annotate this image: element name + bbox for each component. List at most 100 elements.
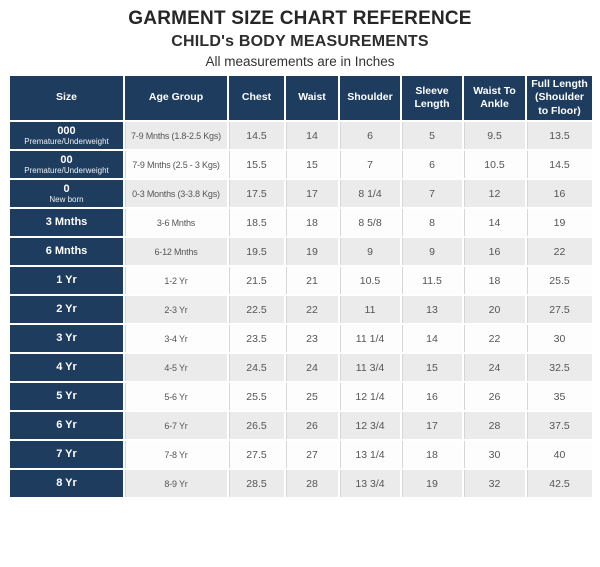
chest-cell: 19.5 — [227, 236, 286, 267]
waist-to-ankle-cell: 12 — [462, 178, 527, 209]
sleeve-length-cell: 6 — [400, 149, 464, 180]
full-length-cell: 14.5 — [525, 149, 594, 180]
age-group-cell: 4-5 Yr — [123, 352, 229, 383]
shoulder-cell: 13 1/4 — [338, 439, 402, 470]
age-group-cell: 3-4 Yr — [123, 323, 229, 354]
chest-cell: 17.5 — [227, 178, 286, 209]
column-header: Shoulder — [338, 74, 402, 122]
waist-cell: 15 — [284, 149, 340, 180]
waist-cell: 18 — [284, 207, 340, 238]
age-group-cell: 3-6 Mnths — [123, 207, 229, 238]
size-cell: 5 Yr — [8, 381, 125, 412]
sleeve-length-cell: 19 — [400, 468, 464, 499]
full-length-cell: 40 — [525, 439, 594, 470]
size-cell: 7 Yr — [8, 439, 125, 470]
full-length-cell: 25.5 — [525, 265, 594, 296]
sleeve-length-cell: 18 — [400, 439, 464, 470]
size-label: 6 Yr — [56, 419, 77, 432]
table-row: 7 Yr 7-8 Yr 27.5 27 13 1/4 18 30 40 — [8, 439, 594, 470]
full-length-cell: 22 — [525, 236, 594, 267]
column-header: Sleeve Length — [400, 74, 464, 122]
waist-cell: 14 — [284, 120, 340, 151]
waist-to-ankle-cell: 16 — [462, 236, 527, 267]
size-sublabel: New born — [49, 195, 84, 205]
chest-cell: 27.5 — [227, 439, 286, 470]
size-label: 6 Mnths — [45, 245, 88, 258]
size-cell: 3 Mnths — [8, 207, 125, 238]
waist-to-ankle-cell: 10.5 — [462, 149, 527, 180]
size-cell: 1 Yr — [8, 265, 125, 296]
column-header: Full Length (Shoulder to Floor) — [525, 74, 594, 122]
waist-to-ankle-cell: 22 — [462, 323, 527, 354]
size-cell: 0 New born — [8, 178, 125, 209]
table-row: 6 Yr 6-7 Yr 26.5 26 12 3/4 17 28 37.5 — [8, 410, 594, 441]
column-header: Chest — [227, 74, 286, 122]
age-group-cell: 7-9 Mnths (1.8-2.5 Kgs) — [123, 120, 229, 151]
shoulder-cell: 12 1/4 — [338, 381, 402, 412]
shoulder-cell: 11 1/4 — [338, 323, 402, 354]
full-length-cell: 27.5 — [525, 294, 594, 325]
page-title: GARMENT SIZE CHART REFERENCE — [128, 8, 472, 29]
full-length-cell: 13.5 — [525, 120, 594, 151]
full-length-cell: 19 — [525, 207, 594, 238]
size-cell: 2 Yr — [8, 294, 125, 325]
shoulder-cell: 12 3/4 — [338, 410, 402, 441]
size-cell: 4 Yr — [8, 352, 125, 383]
sleeve-length-cell: 8 — [400, 207, 464, 238]
table-row: 0 New born 0-3 Months (3-3.8 Kgs) 17.5 17 8 1… — [8, 178, 594, 209]
sleeve-length-cell: 13 — [400, 294, 464, 325]
waist-to-ankle-cell: 28 — [462, 410, 527, 441]
column-header: Size — [8, 74, 125, 122]
size-label: 000 — [57, 124, 76, 137]
chest-cell: 18.5 — [227, 207, 286, 238]
size-cell: 6 Mnths — [8, 236, 125, 267]
chest-cell: 24.5 — [227, 352, 286, 383]
waist-cell: 25 — [284, 381, 340, 412]
size-sublabel: Premature/Underweight — [24, 137, 109, 147]
sleeve-length-cell: 17 — [400, 410, 464, 441]
size-label: 2 Yr — [56, 303, 77, 316]
full-length-cell: 16 — [525, 178, 594, 209]
shoulder-cell: 8 5/8 — [338, 207, 402, 238]
waist-cell: 24 — [284, 352, 340, 383]
table-row: 3 Yr 3-4 Yr 23.5 23 11 1/4 14 22 30 — [8, 323, 594, 354]
chest-cell: 25.5 — [227, 381, 286, 412]
sleeve-length-cell: 5 — [400, 120, 464, 151]
size-label: 8 Yr — [56, 477, 77, 490]
shoulder-cell: 6 — [338, 120, 402, 151]
chest-cell: 22.5 — [227, 294, 286, 325]
table-header: Size Age Group Chest Waist Shoulder Sleeve Le… — [8, 74, 594, 122]
age-group-cell: 6-12 Mnths — [123, 236, 229, 267]
full-length-cell: 35 — [525, 381, 594, 412]
age-group-cell: 7-9 Mnths (2.5 - 3 Kgs) — [123, 149, 229, 180]
size-cell: 3 Yr — [8, 323, 125, 354]
sleeve-length-cell: 16 — [400, 381, 464, 412]
table-row: 4 Yr 4-5 Yr 24.5 24 11 3/4 15 24 32.5 — [8, 352, 594, 383]
shoulder-cell: 9 — [338, 236, 402, 267]
sleeve-length-cell: 14 — [400, 323, 464, 354]
waist-cell: 17 — [284, 178, 340, 209]
waist-to-ankle-cell: 9.5 — [462, 120, 527, 151]
sleeve-length-cell: 9 — [400, 236, 464, 267]
full-length-cell: 30 — [525, 323, 594, 354]
table-row: 5 Yr 5-6 Yr 25.5 25 12 1/4 16 26 35 — [8, 381, 594, 412]
table-row: 6 Mnths 6-12 Mnths 19.5 19 9 9 16 22 — [8, 236, 594, 267]
chest-cell: 28.5 — [227, 468, 286, 499]
age-group-cell: 1-2 Yr — [123, 265, 229, 296]
age-group-cell: 2-3 Yr — [123, 294, 229, 325]
size-label: 5 Yr — [56, 390, 77, 403]
age-group-cell: 6-7 Yr — [123, 410, 229, 441]
chest-cell: 26.5 — [227, 410, 286, 441]
age-group-cell: 0-3 Months (3-3.8 Kgs) — [123, 178, 229, 209]
shoulder-cell: 13 3/4 — [338, 468, 402, 499]
column-header: Waist — [284, 74, 340, 122]
size-label: 3 Mnths — [45, 216, 88, 229]
chest-cell: 23.5 — [227, 323, 286, 354]
full-length-cell: 32.5 — [525, 352, 594, 383]
waist-to-ankle-cell: 32 — [462, 468, 527, 499]
waist-to-ankle-cell: 24 — [462, 352, 527, 383]
table-row: 8 Yr 8-9 Yr 28.5 28 13 3/4 19 32 42.5 — [8, 468, 594, 499]
size-label: 7 Yr — [56, 448, 77, 461]
size-label: 00 — [60, 153, 73, 166]
full-length-cell: 37.5 — [525, 410, 594, 441]
